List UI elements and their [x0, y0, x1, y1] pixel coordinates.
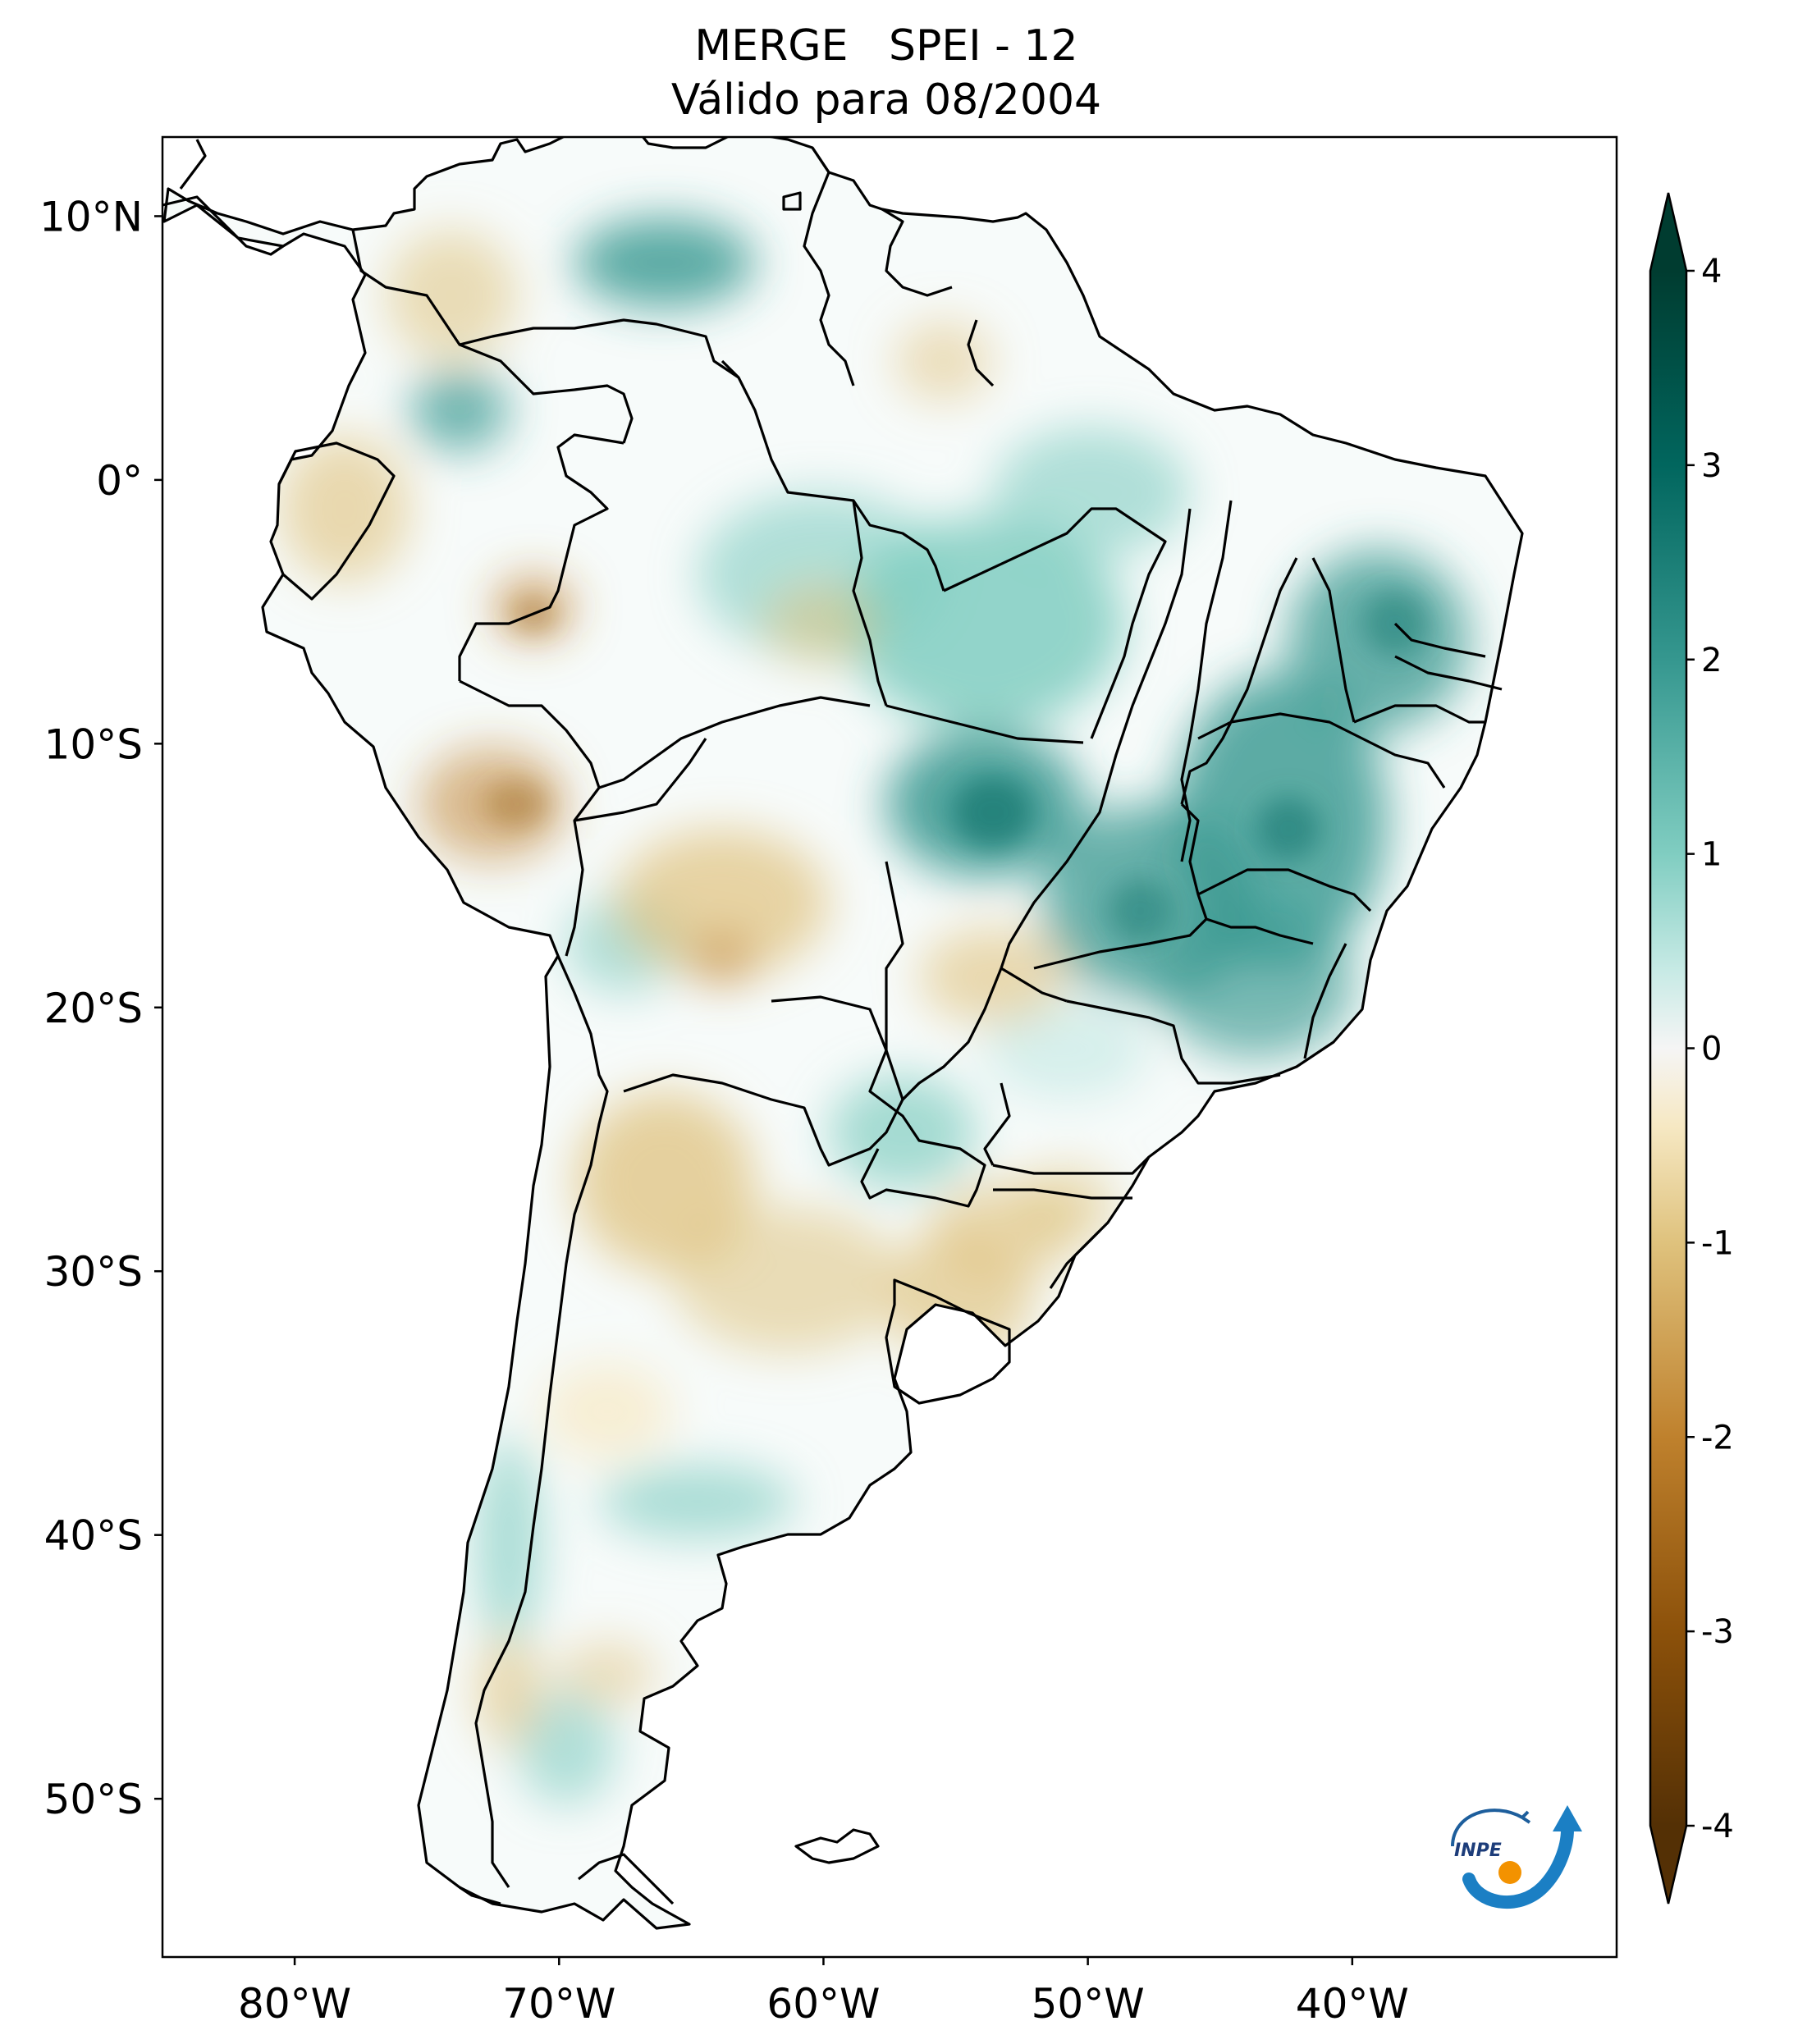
lon-tick-label: 70°W	[502, 1980, 615, 2028]
inpe-logo-text: INPE	[1454, 1841, 1502, 1861]
map-subtitle: Válido para 08/2004	[670, 75, 1102, 125]
colorbar-gradient	[1650, 271, 1686, 1826]
colorbar-tick-label: -4	[1701, 1808, 1734, 1845]
lat-tick-label: 40°S	[44, 1512, 143, 1560]
inpe-logo: INPE	[1451, 1805, 1582, 1909]
colorbar-extend-bottom	[1650, 1826, 1686, 1904]
colorbar-tick-label: -1	[1701, 1224, 1734, 1262]
colorbar-tick-label: 3	[1701, 447, 1722, 485]
lon-tick-label: 50°W	[1032, 1980, 1145, 2028]
boundaries	[162, 137, 1524, 1930]
lon-tick-label: 40°W	[1296, 1980, 1409, 2028]
lon-tick-label: 80°W	[238, 1980, 351, 2028]
colorbar-extend-top	[1650, 193, 1686, 271]
lat-tick-label: 10°S	[44, 720, 143, 768]
lat-tick-label: 20°S	[44, 985, 143, 1032]
lat-tick-label: 50°S	[44, 1776, 143, 1823]
lon-tick-label: 60°W	[766, 1980, 880, 2028]
colorbar-tick-label: -2	[1701, 1419, 1734, 1456]
lat-tick-label: 30°S	[44, 1248, 143, 1296]
colorbar-tick-label: 2	[1701, 642, 1722, 679]
colorbar-tick-label: -3	[1701, 1613, 1734, 1651]
colorbar	[1649, 192, 1688, 1905]
map-frame	[161, 135, 1618, 1959]
colorbar-tick-label: 0	[1701, 1031, 1722, 1068]
lat-tick-label: 10°N	[39, 193, 143, 240]
map-title: MERGE SPEI - 12	[694, 21, 1078, 71]
colorbar-tick-label: 1	[1701, 836, 1722, 874]
colorbar-tick-label: 4	[1701, 253, 1722, 290]
lat-tick-label: 0°	[96, 457, 143, 505]
axis-ticks: 10°N 0° 10°S 20°S 30°S 40°S 50°S 80°W 70°W 60°W 50…	[39, 193, 1734, 2028]
